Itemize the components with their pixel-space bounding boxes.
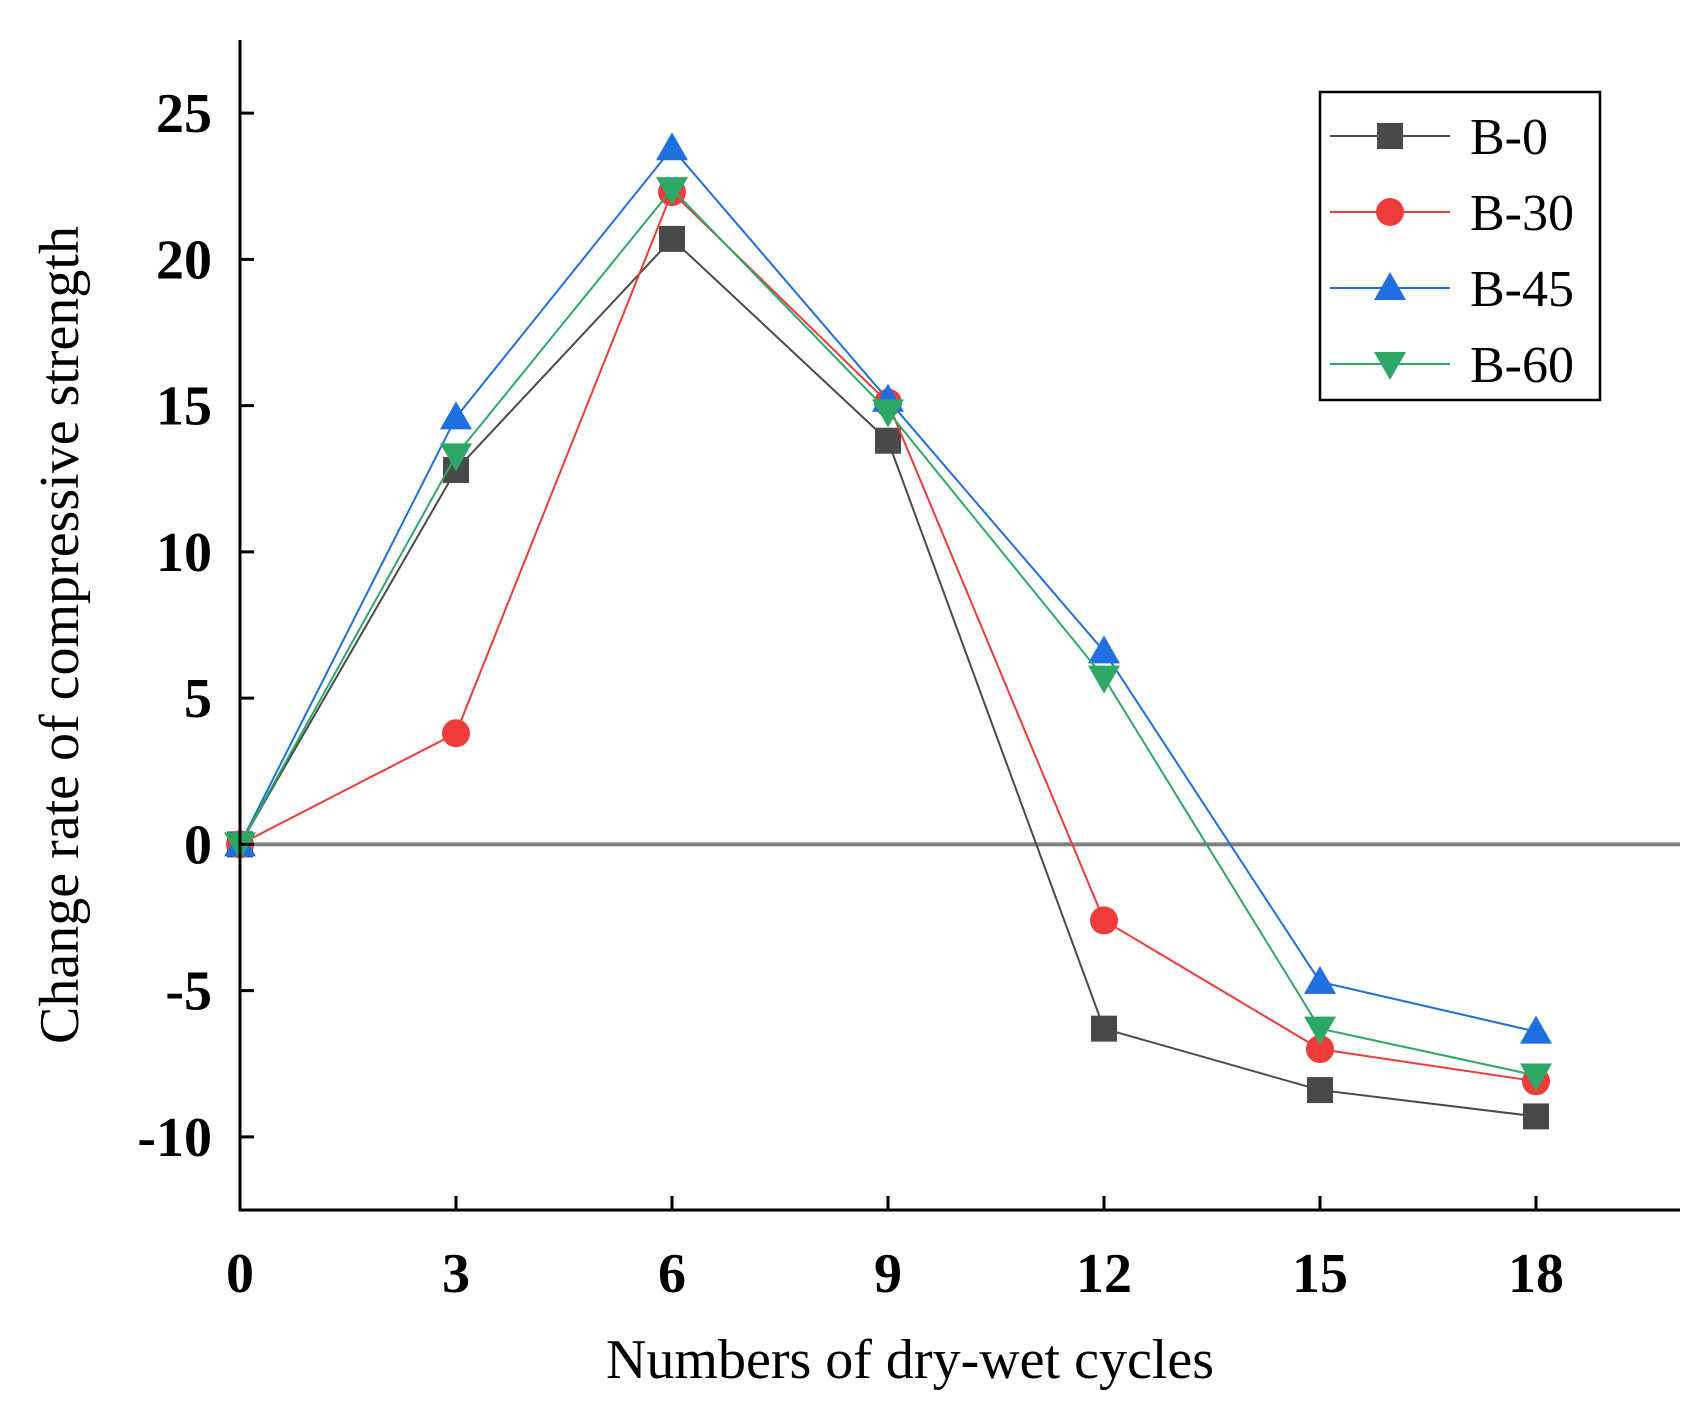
legend-item-B-30: B-30 [1330,185,1574,242]
x-tick-label: 12 [1076,1243,1132,1305]
data-point-B-0-9 [875,427,901,454]
x-tick-label: 0 [226,1243,254,1305]
legend-label: B-60 [1470,337,1574,394]
data-point-B-30-15 [1306,1035,1334,1064]
legend-marker [1374,352,1406,380]
data-point-B-60-18 [1520,1063,1552,1092]
x-tick-label: 18 [1508,1243,1564,1305]
data-point-B-0-15 [1307,1077,1333,1104]
legend-item-B-60: B-60 [1330,337,1574,394]
data-point-B-45-15 [1304,965,1336,994]
legend-item-B-45: B-45 [1330,261,1574,318]
x-tick-label: 15 [1292,1243,1348,1305]
data-point-B-0-6 [659,225,685,252]
legend-marker [1374,272,1406,300]
y-tick-label: -5 [165,961,212,1023]
legend-marker [1376,198,1404,226]
y-tick-label: 20 [156,229,212,291]
data-point-B-60-6 [656,177,688,206]
legend-item-B-0: B-0 [1330,109,1548,166]
x-tick-label: 9 [874,1243,902,1305]
data-point-B-30-12 [1090,906,1118,935]
y-tick-label: 5 [184,668,212,730]
data-point-B-60-12 [1088,665,1120,694]
y-tick-label: 10 [156,522,212,584]
legend-label: B-30 [1470,185,1574,242]
data-point-B-45-12 [1088,635,1120,664]
y-axis-title: Change rate of compressive strength [29,226,91,1044]
legend-marker [1377,123,1403,149]
x-tick-label: 6 [658,1243,686,1305]
data-point-B-45-18 [1520,1015,1552,1044]
data-point-B-45-3 [440,401,472,430]
legend-label: B-45 [1470,261,1574,318]
y-tick-label: -10 [137,1107,212,1169]
legend-label: B-0 [1470,109,1548,166]
data-point-B-0-18 [1523,1103,1549,1130]
data-point-B-0-12 [1091,1015,1117,1042]
y-tick-label: 0 [184,814,212,876]
y-tick-label: 25 [156,83,212,145]
legend-box [1318,90,1602,402]
data-point-B-30-3 [442,719,470,748]
data-point-B-60-3 [440,443,472,472]
x-axis-title: Numbers of dry-wet cycles [606,1329,1214,1391]
data-point-B-45-6 [656,132,688,161]
y-tick-label: 15 [156,376,212,438]
data-point-B-60-9 [872,399,904,428]
x-tick-label: 3 [442,1243,470,1305]
data-point-B-60-15 [1304,1016,1336,1045]
